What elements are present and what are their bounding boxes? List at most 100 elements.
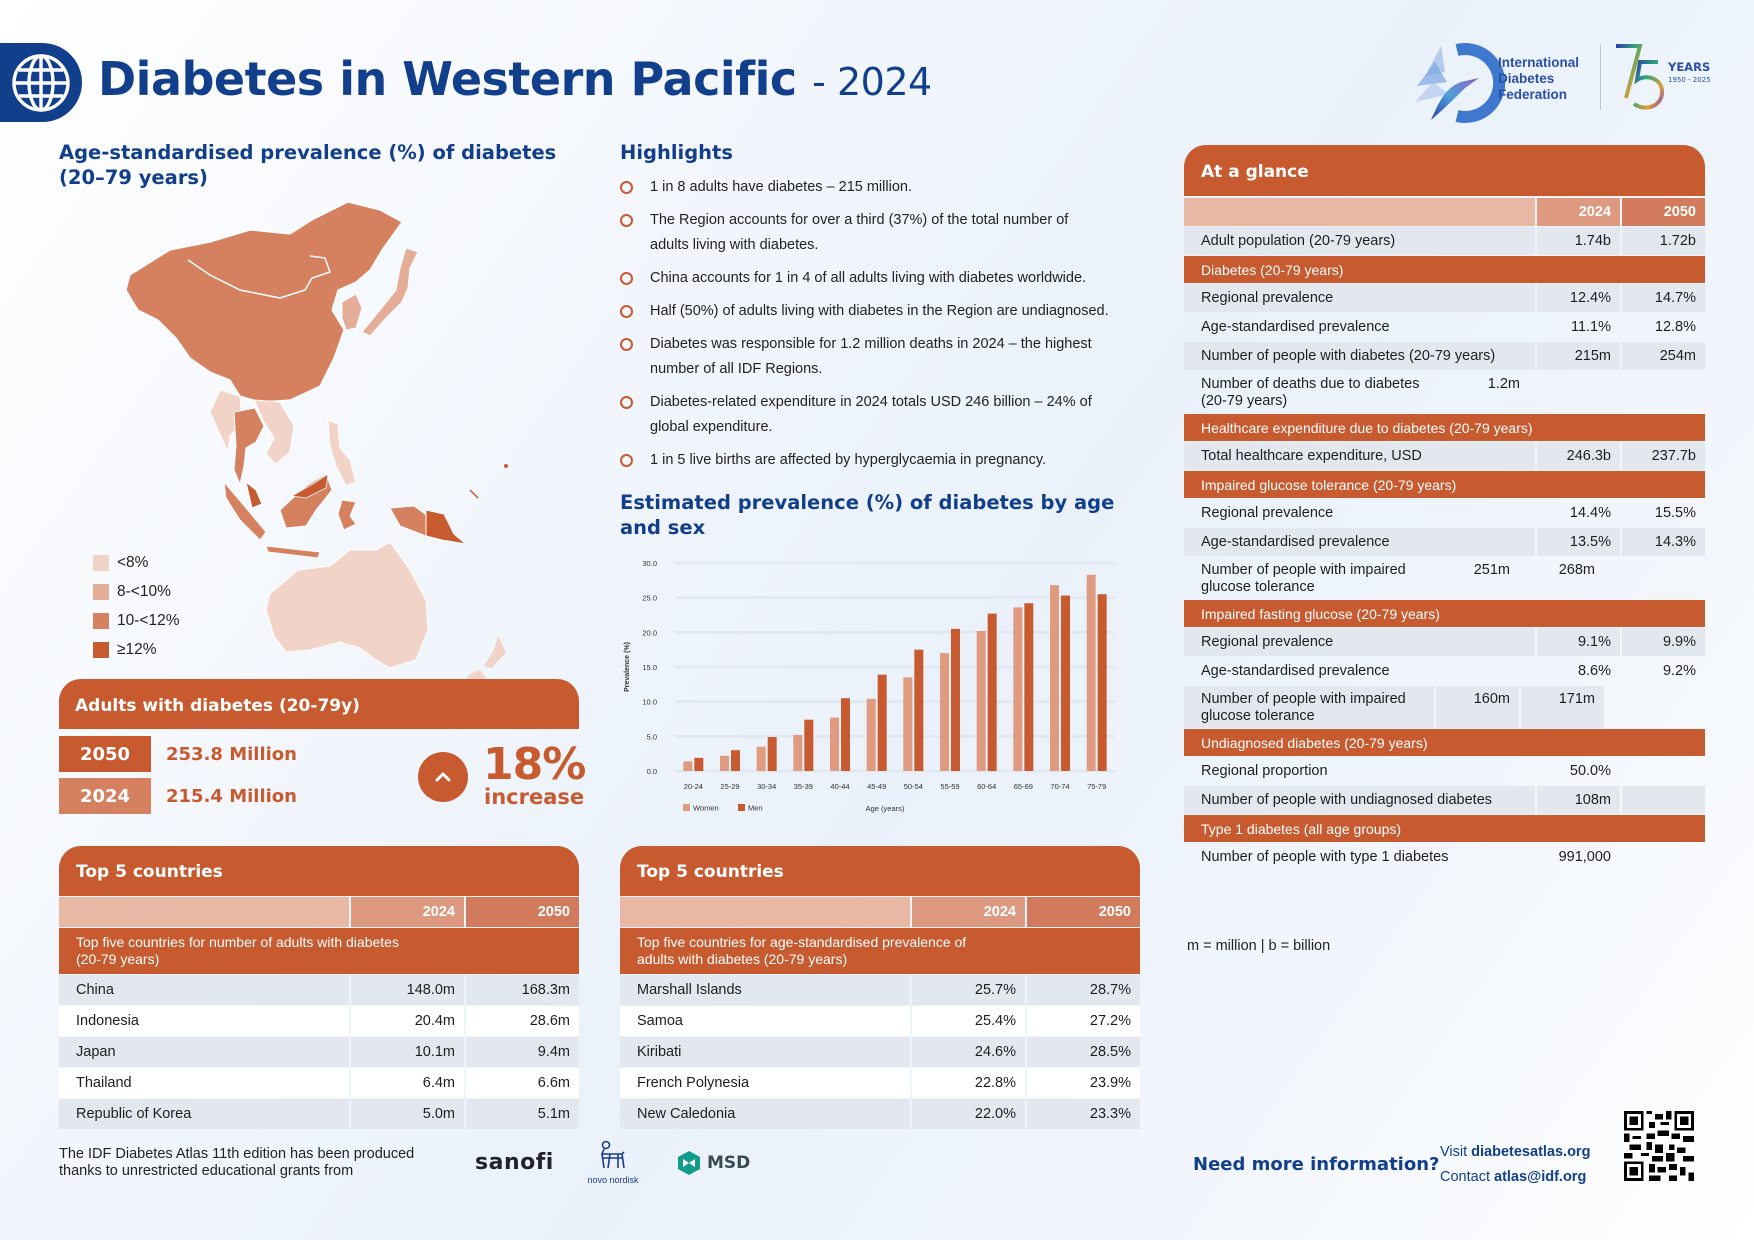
country-name: Samoa	[620, 1006, 910, 1036]
value-2050: 14.7%	[1622, 284, 1705, 312]
table-row: Kiribati 24.6% 28.5%	[620, 1037, 1140, 1067]
map-region-japan	[361, 247, 419, 337]
legend-swatch	[93, 612, 109, 629]
y-tick-label: 5.0	[647, 732, 657, 741]
table-row: Age-standardised prevalence 11.1% 12.8%	[1184, 313, 1705, 341]
value-2050: 268m	[1558, 562, 1595, 578]
legend-label: Women	[693, 804, 719, 813]
row-label: Regional proportion	[1201, 763, 1328, 779]
circle-bullet-icon	[620, 305, 633, 318]
idf-name-line2: Diabetes	[1498, 71, 1555, 86]
y-tick-label: 30.0	[642, 559, 657, 568]
table-row: Regional prevalence 14.4% 15.5%	[1184, 499, 1705, 527]
value-2024: 215m	[1537, 342, 1620, 370]
highlight-item: The Region accounts for over a third (37…	[620, 208, 1080, 258]
col-header-2050: 2050	[1622, 198, 1705, 226]
highlight-text: Diabetes was responsible for 1.2 million…	[650, 336, 1092, 377]
table-row: Number of people with impaired glucose t…	[1184, 686, 1705, 728]
value-2024: 25.7%	[912, 975, 1025, 1005]
highlight-item: Half (50%) of adults living with diabete…	[620, 299, 1180, 324]
country-name: Marshall Islands	[620, 975, 910, 1005]
value-2050	[1622, 843, 1705, 871]
row-label: Number of people with diabetes (20-79 ye…	[1184, 342, 1535, 370]
legend-label: Men	[748, 804, 763, 813]
row-label: Number of people with type 1 diabetes	[1201, 849, 1449, 865]
bar-men	[694, 757, 704, 771]
row-label: Age-standardised prevalence	[1184, 528, 1535, 556]
circle-bullet-icon	[620, 181, 633, 194]
email-link[interactable]: atlas@idf.org	[1494, 1169, 1587, 1185]
section-header-undiagnosed: Undiagnosed diabetes (20-79 years)	[1184, 729, 1705, 756]
highlight-text: The Region accounts for over a third (37…	[650, 212, 1069, 253]
row-label: Number of people with impaired glucose t…	[1184, 686, 1434, 728]
sanofi-logo: sanofi	[475, 1150, 554, 1175]
bar-men	[951, 628, 960, 771]
table-row: Number of people with type 1 diabetes 99…	[1184, 843, 1705, 871]
map-region-png	[425, 509, 468, 545]
value-2024: 14.4%	[1569, 505, 1611, 521]
section-heading: Impaired fasting glucose (20-79 years)	[1201, 605, 1440, 622]
msd-label: MSD	[707, 1153, 751, 1173]
contact-block: Visit diabetesatlas.org Contact atlas@id…	[1440, 1140, 1590, 1190]
x-tick-label: 60-64	[977, 782, 996, 791]
country-name: Japan	[59, 1037, 349, 1067]
value-2050: 1.72b	[1622, 227, 1705, 255]
value-2024: 8.6%	[1577, 663, 1611, 679]
y-axis-label: Prevalence (%)	[624, 642, 631, 692]
circle-bullet-icon	[620, 396, 633, 409]
value-2050: 28.6m	[466, 1006, 579, 1036]
value-2024: 251m	[1473, 562, 1510, 578]
map-region-sumatra	[223, 480, 267, 541]
value-2050: 168.3m	[466, 975, 579, 1005]
chevron-up-icon	[435, 772, 451, 782]
table-header-row: 2024 2050	[59, 897, 579, 927]
x-tick-label: 45-49	[867, 782, 886, 791]
highlight-text: China accounts for 1 in 4 of all adults …	[650, 270, 1087, 286]
svg-text:1950 - 2025: 1950 - 2025	[1668, 76, 1711, 84]
country-name: New Caledonia	[620, 1099, 910, 1129]
map-region-korea	[341, 293, 363, 331]
msd-mark-icon	[678, 1151, 700, 1175]
adults-with-diabetes-header: Adults with diabetes (20-79y)	[59, 679, 579, 729]
qr-code-icon[interactable]	[1624, 1111, 1694, 1181]
legend-swatch	[93, 554, 109, 571]
table-row: Total healthcare expenditure, USD 246.3b…	[1184, 442, 1705, 470]
table-title: Top 5 countries	[620, 846, 1140, 896]
globe-badge	[0, 43, 82, 122]
increase-badge	[418, 752, 468, 802]
value-2050: 15.5%	[1654, 505, 1696, 521]
page-title-text: Diabetes in Western Pacific	[98, 52, 797, 106]
x-tick-label: 50-54	[904, 782, 923, 791]
section-heading: Healthcare expenditure due to diabetes (…	[1201, 419, 1533, 436]
legend-label: 8-<10%	[117, 582, 171, 600]
value-2024: 6.4m	[351, 1068, 464, 1098]
value-2024: 246.3b	[1537, 442, 1620, 470]
row-label: Regional prevalence	[1201, 505, 1334, 521]
value-2050: 171m	[1521, 686, 1604, 728]
western-pacific-choropleth-map	[125, 201, 508, 680]
visit-prefix: Visit	[1440, 1144, 1468, 1160]
y-tick-label: 15.0	[642, 663, 657, 672]
row-label: Number of deaths due to diabetes (20-79 …	[1201, 376, 1420, 409]
value-2050: 27.2%	[1027, 1006, 1140, 1036]
value-2050	[1622, 786, 1705, 814]
at-a-glance-table: At a glance 2024 2050 Adult population (…	[1184, 145, 1705, 871]
header-spacer	[620, 897, 910, 927]
header-spacer	[1184, 198, 1535, 226]
section-heading: Diabetes (20-79 years)	[1201, 261, 1344, 278]
grant-acknowledgement: The IDF Diabetes Atlas 11th edition has …	[59, 1146, 414, 1180]
website-link[interactable]: diabetesatlas.org	[1471, 1144, 1591, 1160]
need-more-info-heading: Need more information?	[1193, 1154, 1440, 1175]
value-2050: 9.4m	[466, 1037, 579, 1067]
value-2024: 24.6%	[912, 1037, 1025, 1067]
table-subtitle-row: Top five countries for age-standardised …	[620, 928, 1140, 974]
map-region-papua	[389, 505, 429, 537]
x-tick-label: 70-74	[1050, 782, 1069, 791]
apis-bull-icon	[600, 1140, 625, 1169]
idf-name-line3: Federation	[1498, 87, 1568, 102]
row-label: Regional prevalence	[1184, 284, 1535, 312]
prevalence-by-age-sex-bar-chart: 0.0 5.0 10.0 15.0 20.0 25.0 30.0 20-24 25-29 30-3…	[624, 559, 1115, 813]
value-2024: 9.1%	[1537, 628, 1620, 656]
bar-men	[987, 613, 997, 771]
units-note: m = million | b = billion	[1187, 938, 1331, 954]
